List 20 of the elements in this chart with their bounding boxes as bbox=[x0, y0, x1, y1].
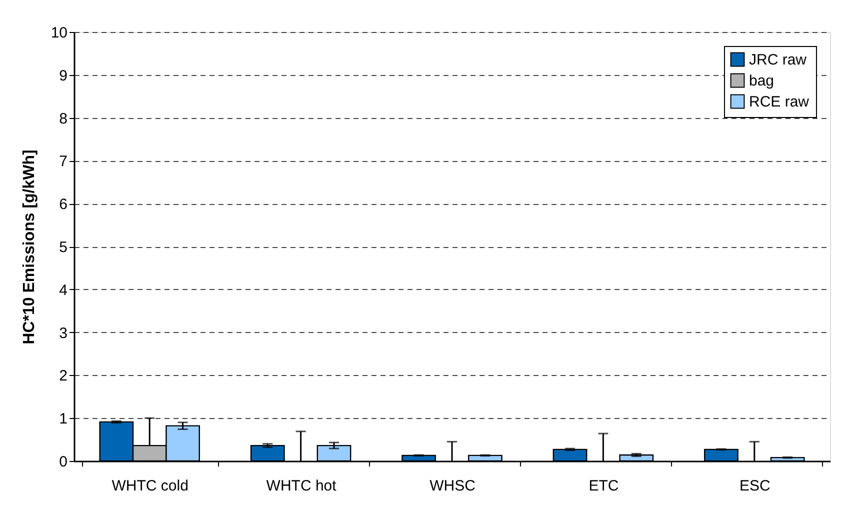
legend-label: RCE raw bbox=[749, 94, 810, 110]
x-tick-label: WHTC cold bbox=[112, 478, 188, 494]
x-tick-label: WHTC hot bbox=[266, 478, 338, 494]
legend-label: bag bbox=[749, 72, 774, 90]
x-tick-label: ETC bbox=[588, 478, 619, 494]
y-tick-label: 5 bbox=[59, 239, 68, 256]
y-tick-label: 3 bbox=[59, 324, 68, 342]
y-tick-label: 6 bbox=[59, 196, 68, 214]
y-axis-title: HC*10 Emissions [g/kWh] bbox=[20, 150, 38, 344]
x-tick-label: ESC bbox=[739, 478, 770, 494]
y-tick-label: 0 bbox=[59, 454, 68, 470]
y-tick-label: 1 bbox=[59, 410, 68, 428]
y-tick-label: 9 bbox=[59, 67, 68, 84]
y-tick-label: 2 bbox=[59, 368, 68, 385]
x-tick-label: WHSC bbox=[430, 478, 476, 494]
y-tick-label: 10 bbox=[50, 24, 68, 42]
legend-label: JRC raw bbox=[749, 52, 807, 68]
y-tick-label: 8 bbox=[59, 110, 68, 128]
y-tick-label: 7 bbox=[59, 153, 68, 170]
y-tick-label: 4 bbox=[59, 282, 68, 299]
